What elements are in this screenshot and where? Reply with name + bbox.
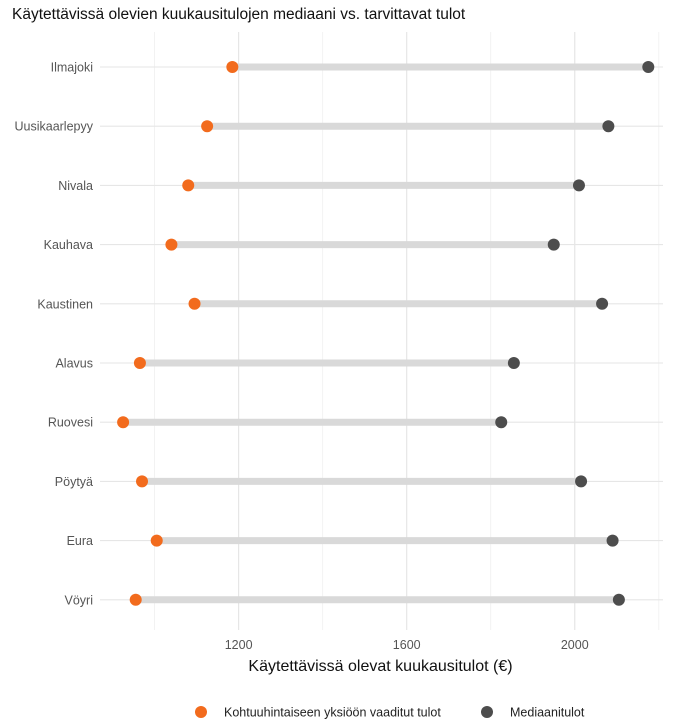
required-income-point (182, 179, 195, 192)
required-income-point (226, 61, 239, 73)
legend-marker (481, 706, 493, 718)
segment-layer (123, 63, 649, 604)
y-tick-label: Uusikaarlepyy (14, 120, 93, 134)
y-tick-label: Eura (67, 534, 93, 548)
y-tick-label: Ilmajoki (51, 61, 93, 75)
y-tick-label: Vöyri (65, 593, 93, 607)
median-income-point (602, 120, 615, 133)
required-income-point (150, 534, 163, 547)
legend-label: Kohtuuhintaiseen yksiöön vaaditut tulot (224, 706, 441, 720)
y-tick-label: Nivala (58, 179, 93, 193)
required-income-point (165, 238, 178, 251)
x-tick-label: 2000 (561, 638, 589, 652)
legend-label: Mediaanitulot (510, 706, 585, 720)
chart-title: Käytettävissä olevien kuukausitulojen me… (12, 6, 466, 23)
median-income-point (642, 61, 655, 73)
median-income-point (606, 534, 619, 547)
legend: Kohtuuhintaiseen yksiöön vaaditut tulot M… (195, 706, 585, 720)
x-tick-label: 1600 (393, 638, 421, 652)
median-income-point (507, 357, 520, 369)
x-axis-title: Käytettävissä olevat kuukausitulot (€) (248, 658, 512, 675)
median-income-point (612, 593, 625, 606)
required-income-point (188, 297, 201, 310)
x-tick-label: 1200 (225, 638, 253, 652)
y-tick-label: Pöytyä (55, 475, 93, 489)
median-income-point (575, 475, 588, 488)
required-income-point (136, 475, 149, 488)
label-layer: 1200 1600 2000 Ilmajoki Uusikaarlepyy Nivala K… (14, 61, 588, 653)
median-income-point (572, 179, 585, 192)
y-tick-label: Kaustinen (37, 297, 93, 311)
legend-required-income: Kohtuuhintaiseen yksiöön vaaditut tulot (195, 706, 441, 720)
y-tick-label: Ruovesi (48, 416, 93, 430)
required-income-point (133, 357, 146, 369)
required-income-point (201, 120, 214, 133)
point-layer (117, 61, 655, 606)
required-income-point (129, 593, 142, 606)
median-income-point (596, 297, 609, 310)
legend-marker (195, 706, 207, 718)
y-tick-label: Kauhava (44, 238, 93, 252)
median-income-point (495, 416, 508, 429)
legend-median-income: Mediaanitulot (481, 706, 585, 720)
y-tick-label: Alavus (55, 357, 93, 371)
median-income-point (547, 238, 560, 251)
required-income-point (117, 416, 130, 429)
